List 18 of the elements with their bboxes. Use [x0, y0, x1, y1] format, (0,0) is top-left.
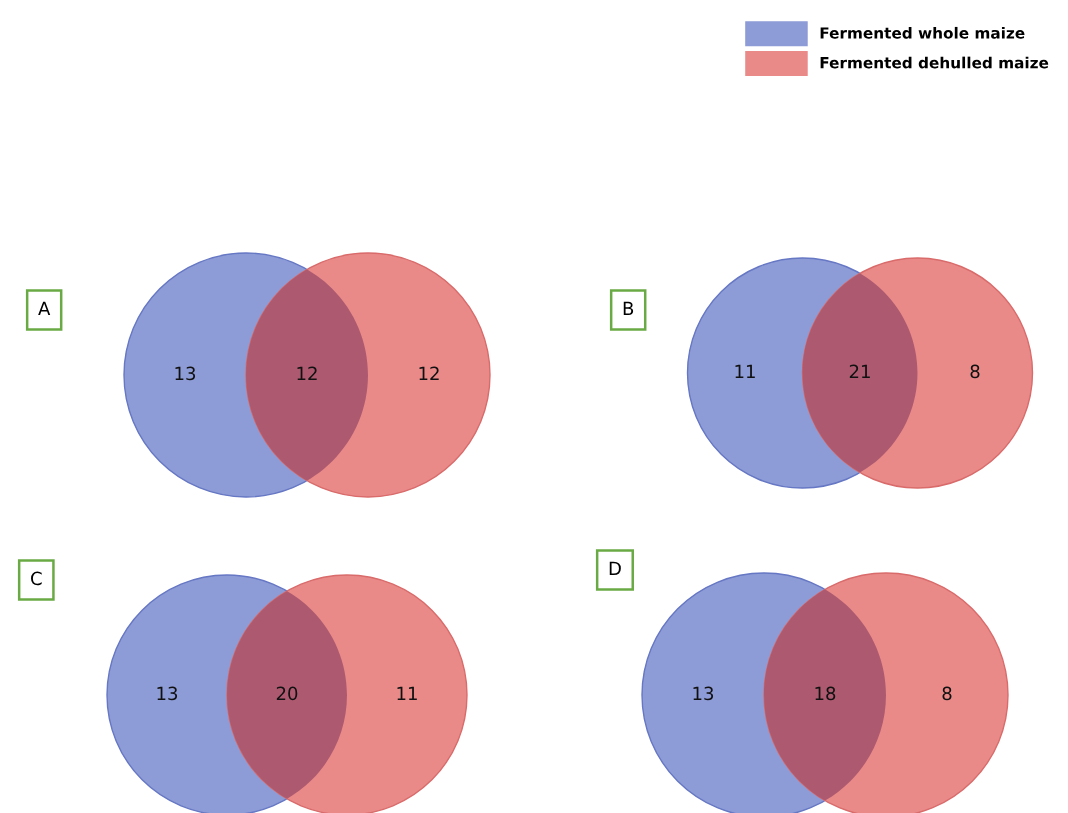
data-label: 13: [693, 686, 714, 701]
data-label: 11: [735, 364, 755, 378]
text: C: [31, 571, 42, 586]
data-label: 13: [157, 686, 178, 701]
data-label: 18: [815, 686, 836, 701]
data-label: 8: [942, 686, 952, 701]
data-label: 20: [276, 686, 298, 701]
category-label: Fermented dehulled maize: [820, 56, 1049, 69]
data-label: 13: [175, 366, 196, 381]
text: A: [38, 301, 51, 315]
text: D: [609, 561, 621, 575]
data-label: 21: [849, 364, 870, 378]
data-label: 12: [297, 366, 317, 380]
data-label: 8: [970, 364, 980, 379]
text: B: [623, 301, 634, 315]
data-label: 11: [397, 686, 417, 700]
data-label: 12: [419, 366, 439, 380]
category-label: Fermented whole maize: [820, 26, 1025, 39]
